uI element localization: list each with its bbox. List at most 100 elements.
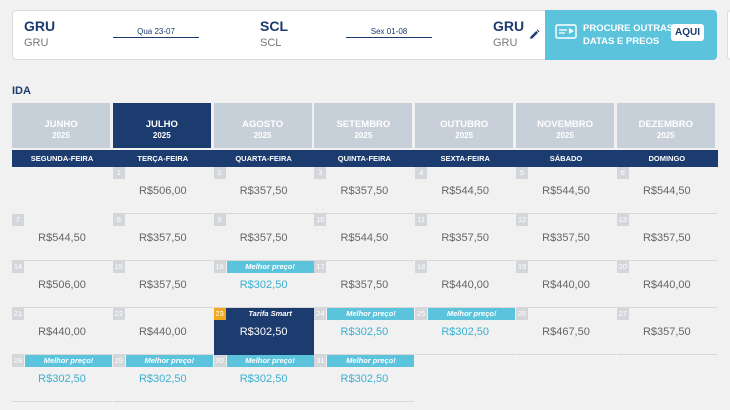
month-tab-dezembro[interactable]: DEZEMBRO 2025: [616, 103, 715, 148]
day-number: 4: [415, 167, 428, 179]
day-number: 28: [12, 355, 24, 367]
calendar-day-19[interactable]: 19 R$440,00: [516, 261, 616, 308]
day-price: R$506,00: [138, 185, 187, 197]
day-price: R$357,50: [642, 232, 691, 244]
day-price: R$440,00: [642, 279, 691, 291]
day-number: 2: [213, 167, 226, 179]
day-number: 22: [112, 308, 125, 320]
month-name: SETEMBRO: [336, 119, 391, 130]
day-price: R$440,00: [441, 279, 490, 291]
calendar-day-2[interactable]: 2 R$357,50: [213, 167, 314, 214]
calendar-day-9[interactable]: 9 R$357,50: [213, 214, 314, 261]
calendar-day-22[interactable]: 22 R$440,00: [112, 308, 213, 355]
month-name: AGOSTO: [242, 119, 284, 130]
calendar-day-4[interactable]: 4 R$544,50: [415, 167, 516, 214]
day-price: R$302,50: [340, 326, 389, 338]
calendar-day-30[interactable]: 30 Melhor preço! R$302,50: [213, 355, 314, 402]
month-year: 2025: [253, 131, 272, 140]
month-year: 2025: [656, 131, 675, 140]
outbound-date[interactable]: Qua 23-07: [113, 27, 199, 38]
destination-airport[interactable]: SCL SCL: [260, 19, 288, 49]
calendar-day-12[interactable]: 12 R$357,50: [516, 214, 616, 261]
day-number: 9: [213, 214, 226, 226]
day-number: 26: [516, 308, 528, 320]
pencil-icon[interactable]: [528, 29, 540, 41]
next-panel-edge: [727, 10, 730, 60]
month-name: JUNHO: [44, 119, 78, 130]
day-price: R$440,00: [38, 326, 86, 338]
calendar-day-18[interactable]: 18 R$440,00: [415, 261, 516, 308]
calendar-day-14[interactable]: 14 R$506,00: [12, 261, 112, 308]
calendar-day-1[interactable]: 1 R$506,00: [112, 167, 213, 214]
month-tab-novembro[interactable]: NOVEMBRO 2025: [516, 103, 614, 148]
promo-banner[interactable]: PROCURE OUTRAS DATAS E PREOS AQUI: [545, 10, 717, 60]
calendar-day-16[interactable]: 16 Melhor preço! R$302,50: [213, 261, 314, 308]
day-price: R$302,50: [239, 279, 288, 291]
month-year: 2025: [152, 131, 171, 140]
month-name: DEZEMBRO: [638, 119, 693, 130]
best-price-badge: Melhor preço!: [226, 355, 314, 367]
day-number: 21: [12, 308, 24, 320]
day-number: 18: [415, 261, 428, 273]
best-price-badge: Melhor preço!: [25, 355, 112, 367]
calendar-day-8[interactable]: 8 R$357,50: [112, 214, 213, 261]
calendar-day-27[interactable]: 27 R$357,50: [616, 308, 717, 355]
day-price: R$302,50: [138, 373, 187, 385]
calendar-day-7[interactable]: 7 R$544,50: [12, 214, 112, 261]
calendar-day-29[interactable]: 29 Melhor preço! R$302,50: [112, 355, 213, 402]
best-price-badge: Melhor preço!: [428, 308, 516, 320]
day-price: R$357,50: [239, 185, 288, 197]
calendar-day-5[interactable]: 5 R$544,50: [516, 167, 616, 214]
weekday-label: SEGUNDA-FEIRA: [30, 154, 94, 163]
calendar-day-26[interactable]: 26 R$467,50: [516, 308, 616, 355]
calendar-day-6[interactable]: 6 R$544,50: [616, 167, 717, 214]
day-number: 5: [516, 167, 528, 179]
day-price: R$544,50: [340, 232, 389, 244]
month-tab-agosto[interactable]: AGOSTO 2025: [213, 103, 312, 148]
day-number: 13: [616, 214, 629, 226]
calendar-day-31[interactable]: 31 Melhor preço! R$302,50: [314, 355, 415, 402]
calendar-day-21[interactable]: 21 R$440,00: [12, 308, 112, 355]
month-tab-julho[interactable]: JULHO 2025: [112, 103, 211, 148]
calendar-day-24[interactable]: 24 Melhor preço! R$302,50: [314, 308, 415, 355]
promo-button[interactable]: AQUI: [671, 24, 704, 41]
day-number: 1: [112, 167, 125, 179]
month-tab-outubro[interactable]: OUTUBRO 2025: [415, 103, 514, 148]
day-number: 30: [213, 355, 226, 367]
day-number: 3: [314, 167, 327, 179]
month-name: OUTUBRO: [440, 119, 489, 130]
calendar-day-28[interactable]: 28 Melhor preço! R$302,50: [12, 355, 112, 402]
day-price: R$302,50: [239, 326, 288, 338]
day-number: 11: [415, 214, 428, 226]
day-price: R$357,50: [642, 326, 691, 338]
calendar-day-20[interactable]: 20 R$440,00: [616, 261, 717, 308]
best-price-badge: Melhor preço!: [226, 261, 314, 273]
day-number: 7: [12, 214, 24, 226]
month-tab-junho[interactable]: JUNHO 2025: [12, 103, 110, 148]
day-number: 23: [213, 308, 226, 320]
ticket-icon: [555, 24, 577, 39]
day-price: R$357,50: [340, 279, 389, 291]
calendar-day-11[interactable]: 11 R$357,50: [415, 214, 516, 261]
day-number: 19: [516, 261, 528, 273]
calendar-day-17[interactable]: 17 R$357,50: [314, 261, 415, 308]
calendar-day-10[interactable]: 10 R$544,50: [314, 214, 415, 261]
calendar-day-3[interactable]: 3 R$357,50: [314, 167, 415, 214]
day-number: 14: [12, 261, 24, 273]
return-airport[interactable]: GRU GRU: [493, 19, 524, 49]
day-number: 15: [112, 261, 125, 273]
month-tab-setembro[interactable]: SETEMBRO 2025: [314, 103, 413, 148]
month-name: JULHO: [145, 119, 178, 130]
weekday-header: SEGUNDA-FEIRA TERÇA-FEIRA QUARTA-FEIRA QUIN…: [12, 150, 718, 167]
return-date[interactable]: Sex 01-08: [346, 27, 432, 38]
section-title: IDA: [12, 85, 31, 97]
best-price-badge: Melhor preço!: [327, 355, 415, 367]
calendar-day-25[interactable]: 25 Melhor preço! R$302,50: [415, 308, 516, 355]
day-price: R$357,50: [441, 232, 490, 244]
calendar-day-23[interactable]: 23 Tarifa Smart R$302,50: [213, 308, 314, 355]
calendar-day-13[interactable]: 13 R$357,50: [616, 214, 717, 261]
month-year: 2025: [354, 131, 373, 140]
day-number: 8: [112, 214, 125, 226]
calendar-day-15[interactable]: 15 R$357,50: [112, 261, 213, 308]
origin-airport[interactable]: GRU GRU: [24, 19, 55, 49]
